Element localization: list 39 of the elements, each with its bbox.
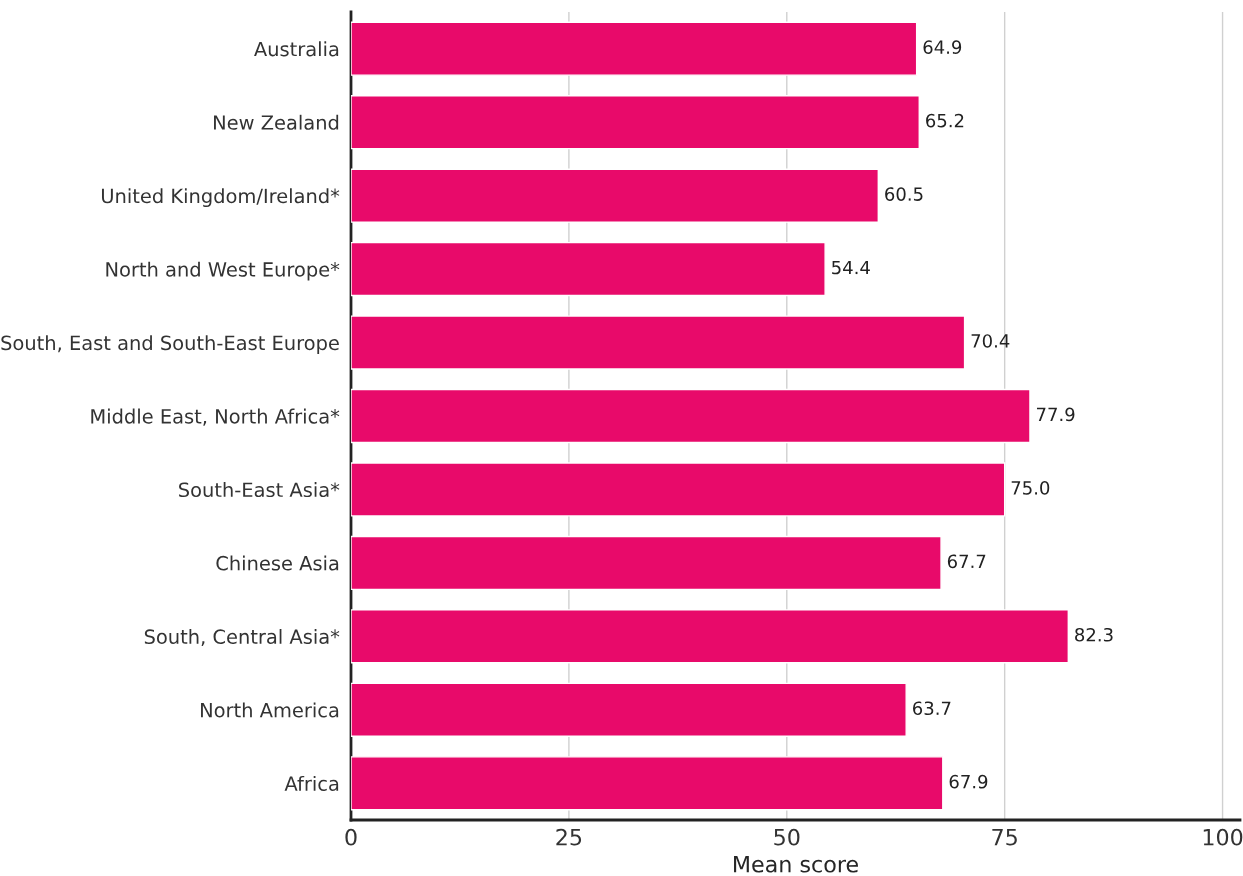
data-label: 75.0	[1011, 481, 1050, 495]
data-label: 67.7	[947, 554, 986, 569]
bar	[351, 535, 942, 591]
y-tick-label: South, Central Asia*	[144, 628, 340, 647]
y-tick-label: New Zealand	[214, 114, 339, 130]
bar	[351, 315, 966, 370]
bar	[351, 462, 1006, 517]
x-tick-label: 100	[1203, 828, 1243, 846]
data-label: 54.4	[832, 260, 870, 275]
x-axis-title: Mean score	[734, 856, 858, 873]
bar	[351, 756, 944, 811]
bar	[351, 609, 1069, 664]
x-tick-label: 25	[556, 828, 582, 846]
bar	[351, 168, 879, 223]
bar	[351, 95, 920, 150]
data-label: 70.4	[971, 334, 1010, 348]
data-label: 64.9	[923, 40, 962, 54]
y-tick-label: United Kingdom/Ireland*	[102, 188, 340, 208]
y-tick-label: South, East and South-East Europe	[1, 335, 339, 354]
y-tick-label: Africa	[284, 775, 339, 791]
x-tick-label: 75	[992, 829, 1017, 846]
data-label: 67.9	[949, 774, 988, 789]
y-tick-label: Chinese Asia	[216, 555, 339, 571]
data-label: 60.5	[885, 187, 923, 201]
y-tick-label: Middle East, North Africa*	[91, 408, 340, 426]
x-tick-label: 50	[774, 828, 800, 846]
data-label: 63.7	[913, 701, 951, 716]
y-tick-label: North and West Europe*	[106, 261, 340, 281]
bar	[351, 388, 1031, 444]
data-label: 65.2	[926, 113, 964, 128]
data-label: 82.3	[1075, 627, 1113, 642]
y-tick-label: North America	[201, 702, 339, 718]
y-tick-label: South-East Asia*	[179, 482, 340, 498]
y-tick-label: Australia	[254, 41, 339, 57]
x-tick-label: 0	[345, 828, 357, 846]
bar	[351, 241, 826, 297]
bar	[351, 21, 918, 76]
bar	[351, 682, 907, 737]
data-label: 77.9	[1036, 407, 1075, 422]
